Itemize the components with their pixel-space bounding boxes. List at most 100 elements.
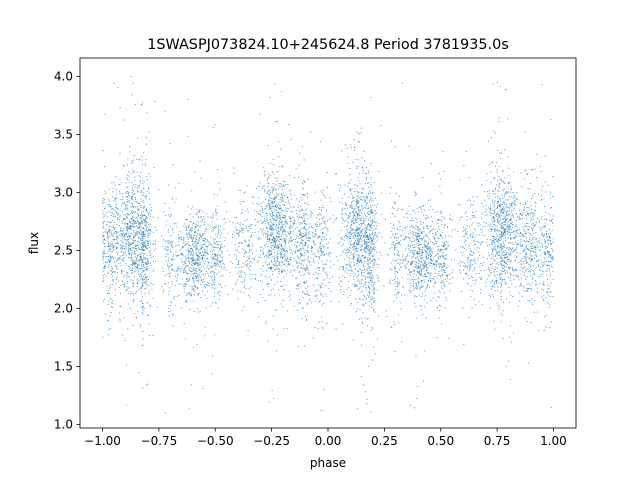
data-point — [121, 205, 123, 207]
data-point — [272, 212, 274, 214]
data-point — [303, 159, 305, 161]
data-point — [269, 254, 271, 256]
data-point — [280, 239, 282, 241]
data-point — [279, 182, 281, 184]
data-point — [275, 120, 277, 122]
data-point — [295, 260, 297, 262]
data-point — [366, 226, 368, 228]
data-point — [285, 260, 287, 262]
data-point — [297, 215, 299, 217]
data-point — [358, 234, 360, 236]
data-point — [345, 204, 347, 206]
data-point — [123, 258, 125, 260]
data-point — [283, 327, 285, 329]
data-point — [208, 244, 210, 246]
data-point — [183, 246, 185, 248]
data-point — [280, 265, 282, 267]
data-point — [142, 285, 144, 287]
data-point — [149, 229, 151, 231]
data-point — [427, 244, 429, 246]
data-point — [272, 183, 274, 185]
data-point — [126, 272, 128, 274]
data-point — [363, 254, 365, 256]
data-point — [134, 197, 136, 199]
data-point — [394, 215, 396, 217]
data-point — [141, 308, 143, 310]
data-point — [341, 209, 343, 211]
data-point — [290, 138, 292, 140]
data-point — [171, 263, 173, 265]
data-point — [239, 270, 241, 272]
data-point — [367, 257, 369, 259]
data-point — [342, 202, 344, 204]
data-point — [102, 277, 104, 279]
data-point — [148, 188, 150, 190]
data-point — [149, 246, 151, 248]
data-point — [111, 303, 113, 305]
data-point — [198, 267, 200, 269]
data-point — [351, 232, 353, 234]
data-point — [371, 209, 373, 211]
data-point — [331, 276, 333, 278]
data-point — [119, 152, 121, 154]
data-point — [282, 210, 284, 212]
data-point — [120, 247, 122, 249]
data-point — [223, 228, 225, 230]
data-point — [143, 243, 145, 245]
data-point — [280, 249, 282, 251]
data-point — [121, 334, 123, 336]
data-point — [272, 201, 274, 203]
data-point — [301, 199, 303, 201]
data-point — [358, 287, 360, 289]
data-point — [141, 155, 143, 157]
data-point — [172, 297, 174, 299]
data-point — [222, 275, 224, 277]
data-point — [131, 249, 133, 251]
data-point — [251, 257, 253, 259]
data-point — [125, 192, 127, 194]
data-point — [278, 220, 280, 222]
data-point — [107, 220, 109, 222]
data-point — [305, 202, 307, 204]
data-point — [266, 256, 268, 258]
data-point — [397, 286, 399, 288]
data-point — [216, 205, 218, 207]
data-point — [132, 169, 134, 171]
data-point — [282, 247, 284, 249]
data-point — [395, 234, 397, 236]
data-point — [370, 242, 372, 244]
data-point — [112, 307, 114, 309]
data-point — [303, 291, 305, 293]
data-point — [315, 271, 317, 273]
data-point — [360, 376, 362, 378]
data-point — [113, 238, 115, 240]
data-point — [275, 240, 277, 242]
data-point — [108, 221, 110, 223]
data-point — [204, 255, 206, 257]
data-point — [368, 241, 370, 243]
data-point — [285, 201, 287, 203]
data-point — [227, 294, 229, 296]
data-point — [150, 262, 152, 264]
data-point — [148, 290, 150, 292]
data-point — [340, 291, 342, 293]
data-point — [325, 227, 327, 229]
data-point — [182, 255, 184, 257]
data-point — [289, 231, 291, 233]
data-point — [186, 278, 188, 280]
data-point — [363, 269, 365, 271]
data-point — [199, 268, 201, 270]
data-point — [275, 204, 277, 206]
data-point — [353, 245, 355, 247]
data-point — [171, 280, 173, 282]
data-point — [362, 265, 364, 267]
data-point — [286, 235, 288, 237]
data-point — [245, 240, 247, 242]
data-point — [126, 205, 128, 207]
data-point — [341, 289, 343, 291]
data-point — [106, 233, 108, 235]
data-point — [232, 288, 234, 290]
data-point — [218, 232, 220, 234]
data-point — [129, 226, 131, 228]
data-point — [121, 193, 123, 194]
